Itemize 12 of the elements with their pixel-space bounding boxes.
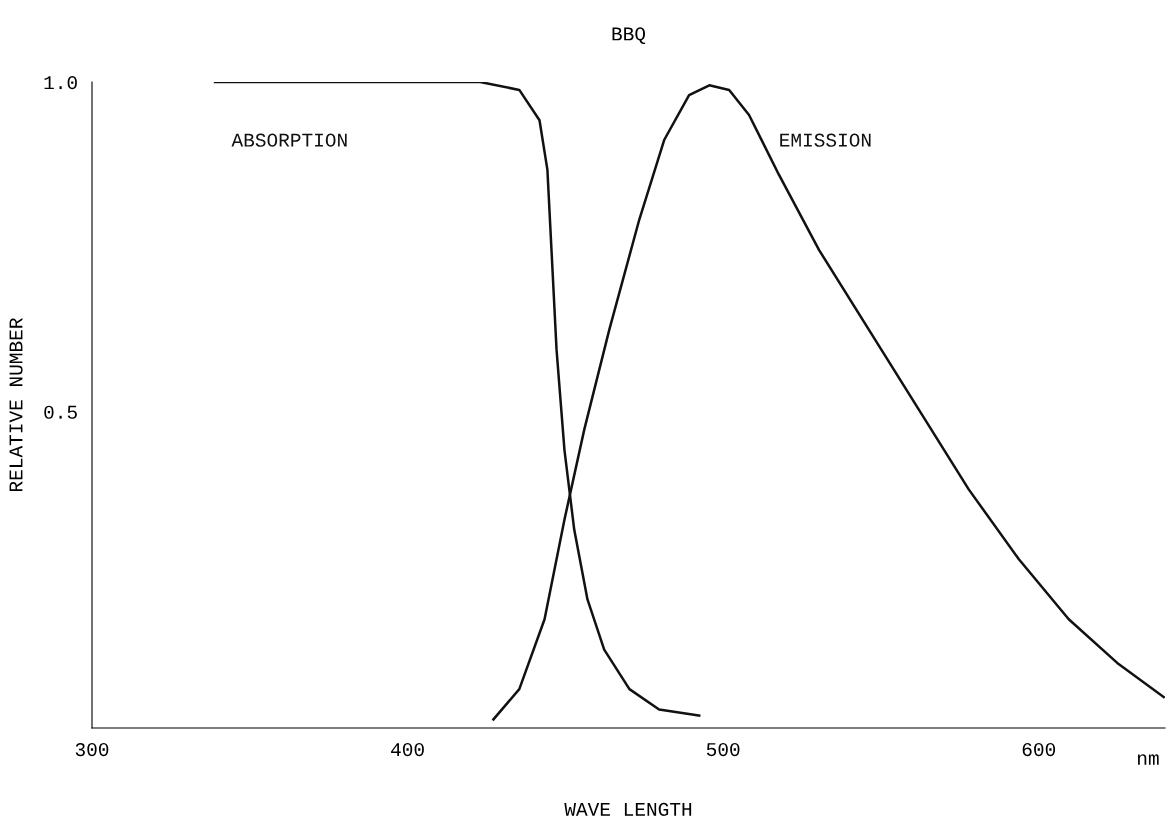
x-axis-title: WAVE LENGTH [564,802,692,816]
series-label: EMISSION [780,133,871,147]
y-axis-title: RELATIVE NUMBER [9,317,23,491]
y-tick-label: 1.0 [44,76,77,90]
x-tick-label: 500 [706,742,740,757]
text: ABSORPTION [231,133,347,147]
x-tick-label: 600 [1022,742,1056,757]
x-tick-label: 400 [391,742,424,757]
x-tick-label: 300 [75,742,109,757]
y-tick-label: 0.5 [44,405,77,419]
text: nm [1137,754,1159,765]
chart-title: BBQ [612,27,646,45]
